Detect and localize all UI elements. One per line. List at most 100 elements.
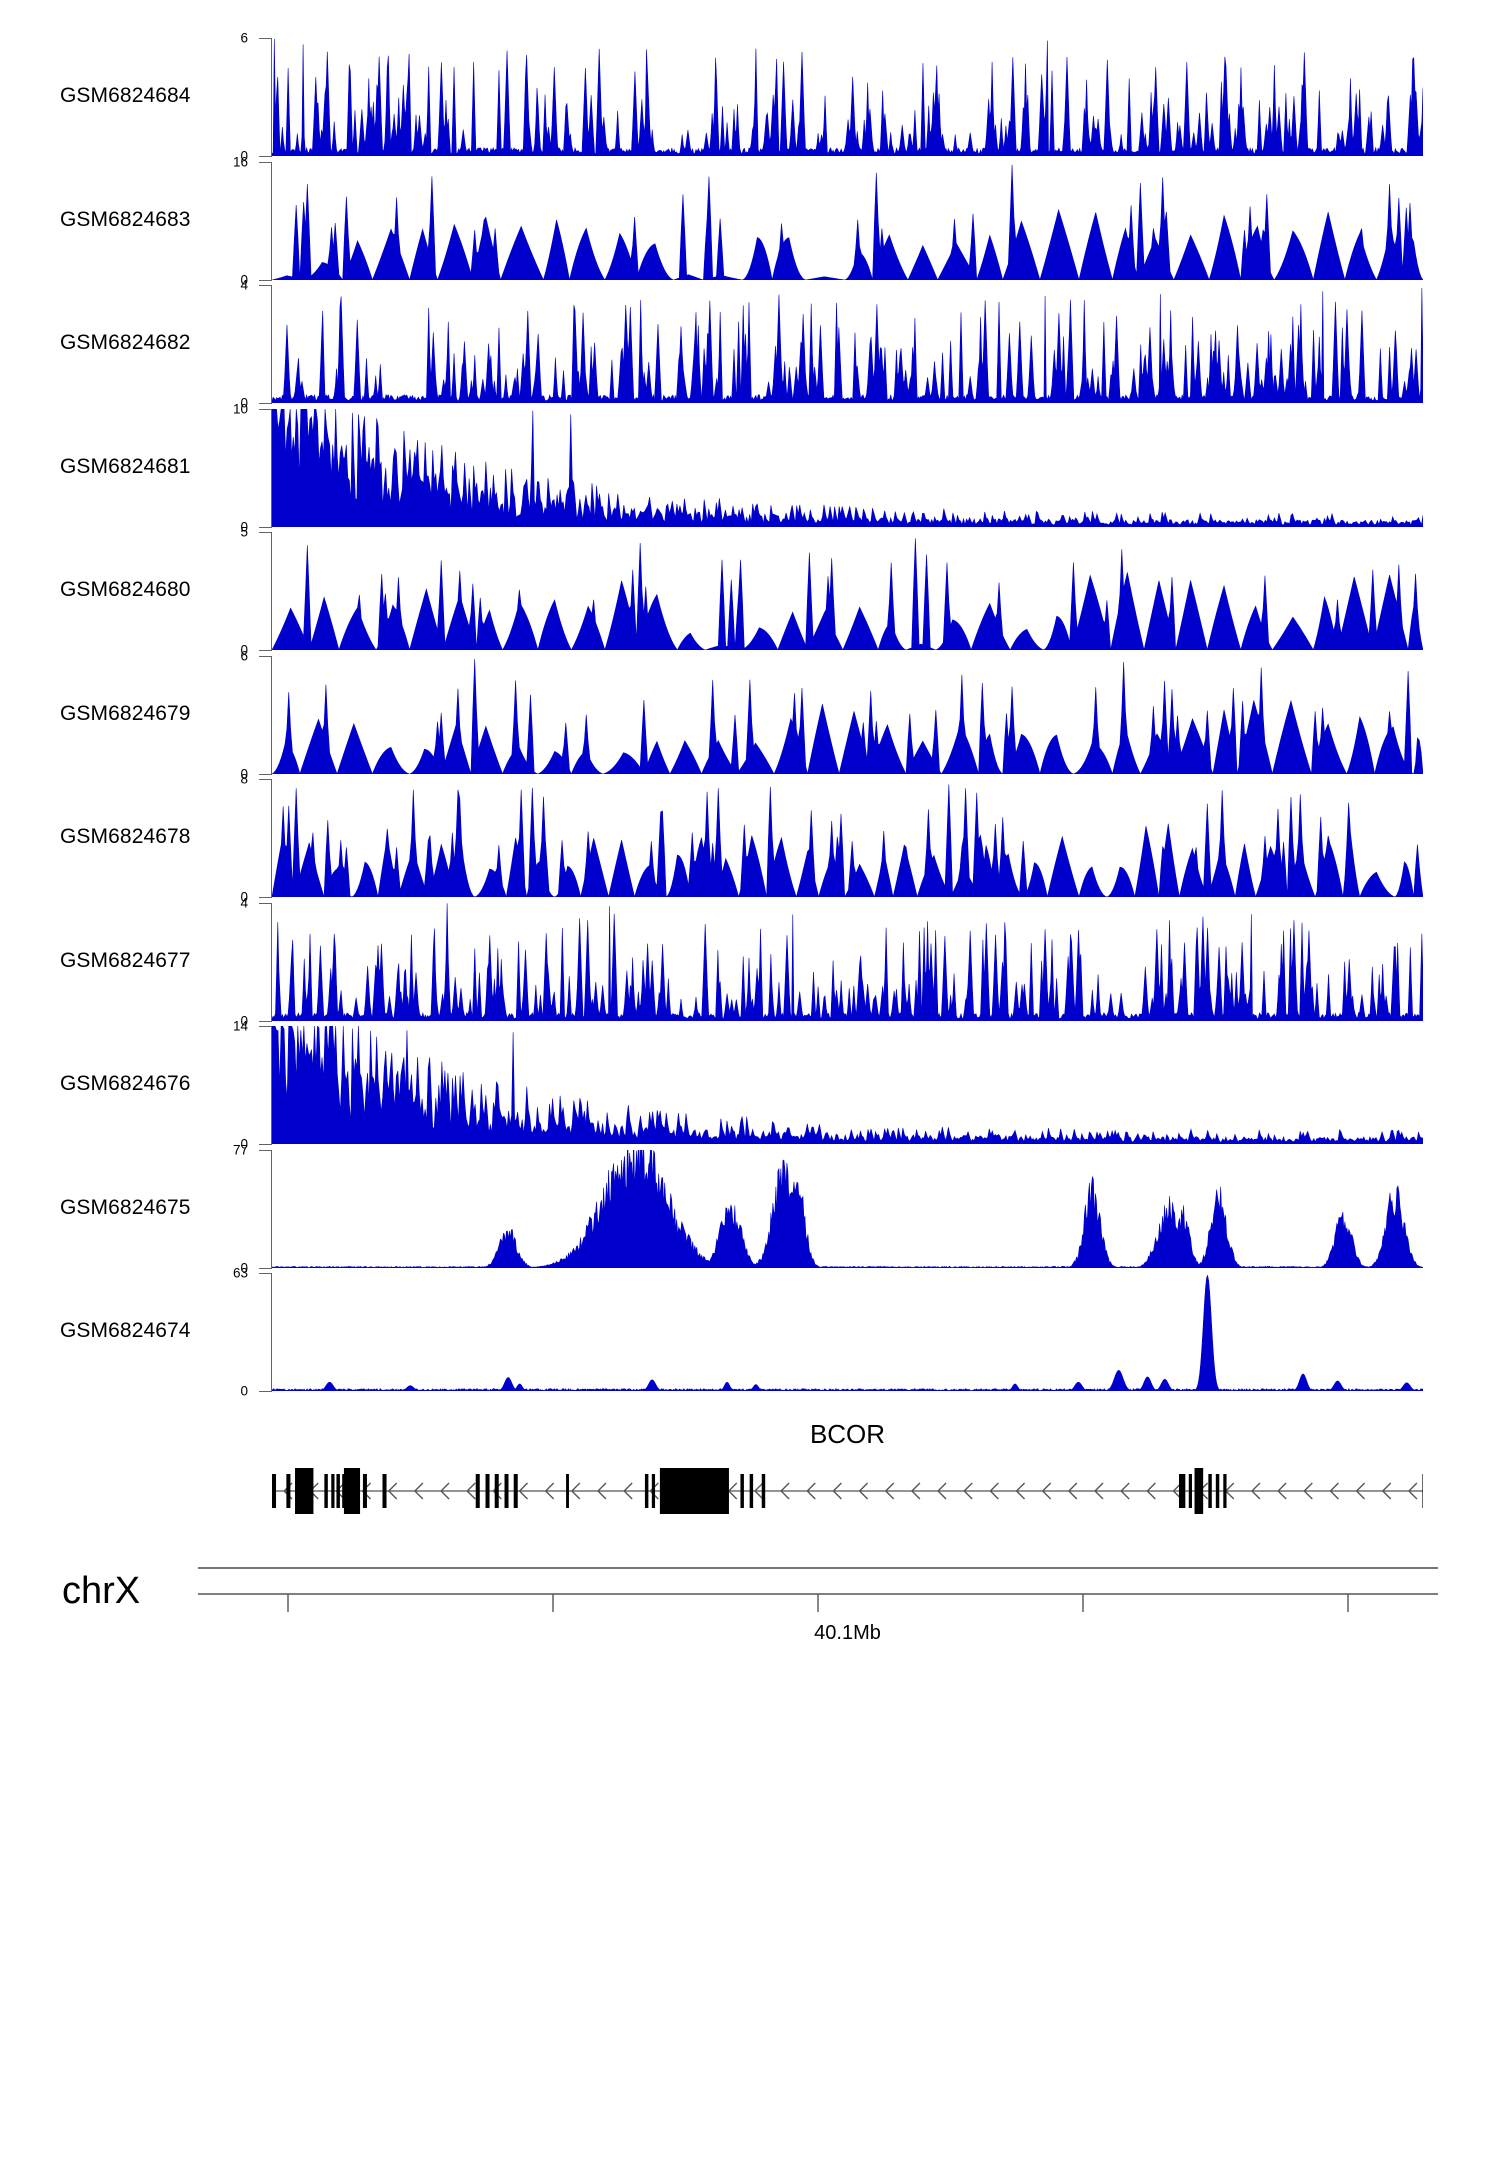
y-axis-max-label: 77 xyxy=(232,1141,248,1157)
gene-exon xyxy=(1223,1473,1227,1508)
y-axis-min-label: 0 xyxy=(240,1136,248,1152)
y-axis-max-label: 8 xyxy=(240,771,248,787)
gene-exon xyxy=(740,1473,744,1508)
strand-arrow-icon xyxy=(1146,1482,1156,1499)
y-axis-line xyxy=(271,38,272,156)
track-coverage-plot xyxy=(272,1149,1423,1268)
y-axis-tick xyxy=(259,1144,272,1145)
track-coverage-plot xyxy=(272,532,1423,650)
track-sample-label: GSM6824675 xyxy=(60,1195,191,1219)
strand-arrow-icon xyxy=(596,1482,607,1499)
y-axis-max-label: 63 xyxy=(232,1265,248,1281)
y-axis-line xyxy=(271,1026,272,1144)
gene-exon xyxy=(1194,1467,1204,1514)
strand-arrow-icon xyxy=(1407,1482,1418,1499)
gene-exon xyxy=(343,1467,361,1514)
strand-arrow-icon xyxy=(570,1482,581,1499)
strand-arrow-icon xyxy=(649,1482,659,1499)
track-sample-label: GSM6824680 xyxy=(60,578,191,601)
coverage-track: GSM6824680 5 0 xyxy=(0,496,1500,656)
y-axis-max-label: 4 xyxy=(240,894,248,910)
track-coverage-plot xyxy=(272,162,1423,280)
y-axis-line xyxy=(271,1273,272,1391)
gene-exon xyxy=(651,1473,656,1508)
strand-arrow-icon xyxy=(806,1482,816,1499)
gene-exon xyxy=(1178,1473,1186,1508)
strand-arrow-icon xyxy=(963,1482,973,1499)
gene-exon xyxy=(1215,1473,1220,1508)
coverage-track: GSM6824679 6 0 xyxy=(0,620,1500,780)
track-coverage-plot xyxy=(272,285,1423,403)
y-axis-min-label: 0 xyxy=(240,148,248,164)
y-axis-tick xyxy=(259,779,272,780)
y-axis-min-label: 0 xyxy=(240,1012,248,1028)
gene-exon xyxy=(644,1473,649,1508)
y-axis-tick xyxy=(259,655,272,657)
strand-arrow-icon xyxy=(1015,1482,1026,1499)
strand-arrow-icon xyxy=(1355,1482,1366,1499)
gene-name-label: BCOR xyxy=(809,1418,886,1449)
track-sample-label: GSM6824681 xyxy=(60,454,191,478)
y-axis-tick xyxy=(259,156,272,157)
strand-arrow-icon xyxy=(1381,1482,1392,1499)
gene-exon xyxy=(566,1473,569,1508)
y-axis-tick xyxy=(259,1020,272,1022)
strand-arrow-icon xyxy=(544,1482,555,1499)
coverage-track: GSM6824675 77 0 xyxy=(0,1114,1500,1274)
strand-arrow-icon xyxy=(1094,1482,1104,1499)
strand-arrow-icon xyxy=(753,1482,764,1499)
y-axis-max-label: 16 xyxy=(232,153,248,169)
track-coverage-plot xyxy=(272,656,1423,774)
gene-exon xyxy=(324,1473,328,1508)
strand-arrow-icon xyxy=(937,1482,947,1499)
coverage-track: GSM6824676 14 0 xyxy=(0,990,1500,1150)
gene-exon xyxy=(761,1473,766,1508)
track-y-axis: 14 0 xyxy=(233,1019,272,1150)
gene-exon xyxy=(494,1473,499,1508)
strand-arrow-icon xyxy=(1277,1482,1287,1499)
y-axis-tick xyxy=(259,1273,272,1274)
gene-exon xyxy=(1208,1473,1212,1508)
y-axis-line xyxy=(271,655,272,774)
y-axis-tick xyxy=(259,38,272,39)
y-axis-tick xyxy=(259,1391,272,1392)
track-coverage-plot xyxy=(272,902,1423,1021)
y-axis-line xyxy=(271,779,272,897)
gene-exon xyxy=(513,1473,518,1508)
chromosome-label: chrX xyxy=(62,1569,141,1612)
track-sample-label: GSM6824683 xyxy=(60,207,191,231)
strand-arrow-icon xyxy=(832,1482,842,1499)
coverage-track: GSM6824682 4 0 xyxy=(0,249,1500,409)
coverage-track: GSM6824683 16 0 xyxy=(0,126,1500,286)
strand-arrow-icon xyxy=(518,1482,529,1499)
track-sample-label: GSM6824678 xyxy=(60,825,191,848)
chromosome-axis-panel: chrX 40.1Mb xyxy=(0,1564,1500,1744)
gene-exon xyxy=(485,1473,490,1508)
track-sample-label: GSM6824682 xyxy=(60,331,191,354)
gene-exon xyxy=(749,1473,754,1508)
track-y-axis: 63 0 xyxy=(233,1266,272,1397)
y-axis-max-label: 5 xyxy=(240,524,248,540)
track-sample-label: GSM6824684 xyxy=(60,84,191,107)
strand-arrow-icon xyxy=(858,1482,869,1499)
strand-arrow-icon xyxy=(387,1482,398,1499)
y-axis-line xyxy=(271,408,272,527)
y-axis-tick xyxy=(259,902,272,904)
strand-arrow-icon xyxy=(1120,1482,1130,1499)
chromosome-axis-svg xyxy=(198,1566,1438,1612)
y-axis-tick xyxy=(259,279,272,281)
y-axis-min-label: 0 xyxy=(240,1383,248,1399)
y-axis-line xyxy=(271,285,272,403)
y-axis-line xyxy=(271,161,272,280)
gene-exon xyxy=(382,1473,387,1508)
gene-exon xyxy=(1422,1473,1423,1508)
gene-model-svg xyxy=(272,1467,1423,1514)
y-axis-line xyxy=(271,902,272,1021)
track-coverage-plot xyxy=(272,1273,1423,1391)
strand-arrow-icon xyxy=(910,1482,921,1499)
gene-exon xyxy=(336,1473,340,1508)
track-sample-label: GSM6824677 xyxy=(60,948,191,972)
